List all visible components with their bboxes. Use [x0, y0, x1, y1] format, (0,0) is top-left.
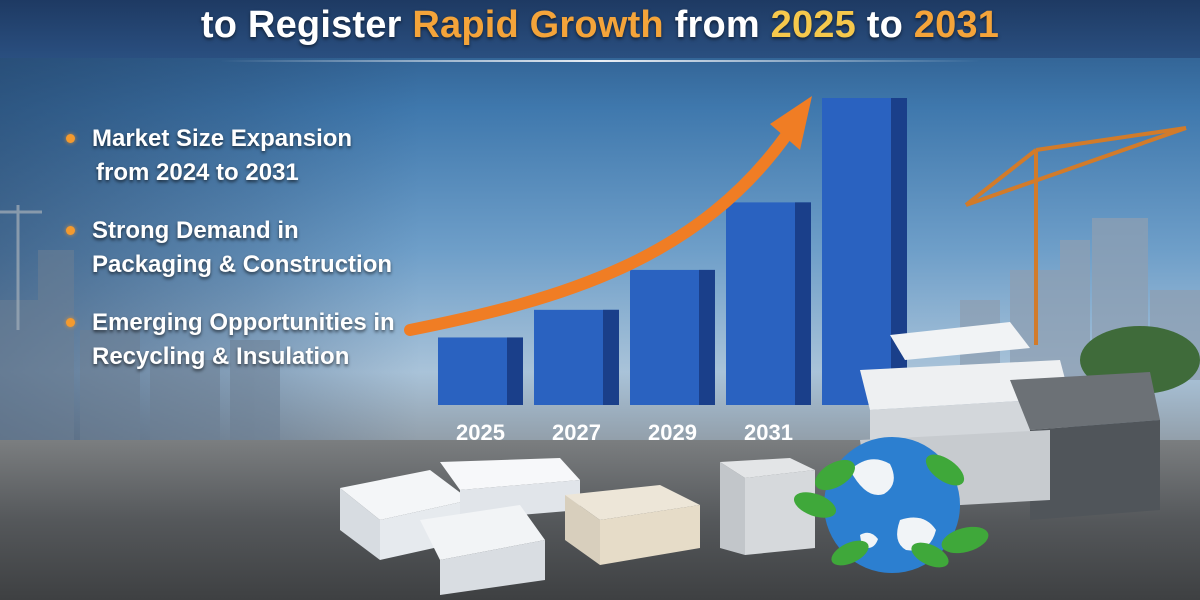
title-year-start: 2025 [770, 4, 856, 46]
chart-bar-shade [891, 98, 907, 405]
bullet-line: from 2024 to 2031 [96, 159, 299, 186]
chart-bar-shade [603, 309, 619, 405]
growth-arrow-icon [404, 124, 796, 336]
chart-tick-label: 2031 [744, 420, 793, 445]
chart-tick-label: 2025 [456, 420, 505, 445]
chart-tick-label: 2027 [552, 420, 601, 445]
growth-arrow-head [770, 96, 812, 150]
chart-bar-shade [699, 269, 715, 405]
title-underline [220, 60, 980, 62]
bullet-line: Market Size Expansion [92, 125, 353, 152]
title-band [0, 0, 1200, 58]
bullet-item: Market Size Expansion from 2024 to 2031 [62, 122, 422, 190]
chart-bar-shade [795, 202, 811, 405]
bullet-item: Emerging Opportunities in Recycling & In… [62, 306, 422, 374]
bullet-line: Strong Demand in [92, 217, 299, 244]
bullet-item: Strong Demand in Packaging & Constructio… [62, 214, 422, 282]
title-part3: from [663, 4, 771, 46]
title-part1: to Register [200, 4, 413, 46]
bullet-dot-icon [66, 318, 75, 327]
bullet-dot-icon [66, 134, 75, 143]
bullet-line: Packaging & Construction [92, 251, 393, 278]
chart-tick-label: 2029 [648, 420, 697, 445]
bullet-line: Recycling & Insulation [92, 343, 350, 370]
bullet-line: Emerging Opportunities in [92, 309, 395, 336]
title-highlight-growth: Rapid Growth [412, 4, 664, 46]
title-part5: to [855, 4, 914, 46]
title-year-end: 2031 [913, 4, 1000, 46]
bullet-dot-icon [66, 226, 75, 235]
bullet-list: Market Size Expansion from 2024 to 2031 … [62, 122, 422, 398]
page-title: to Register Rapid Growth from 2025 to 20… [0, 4, 1200, 47]
chart-bar-shade [507, 337, 523, 405]
